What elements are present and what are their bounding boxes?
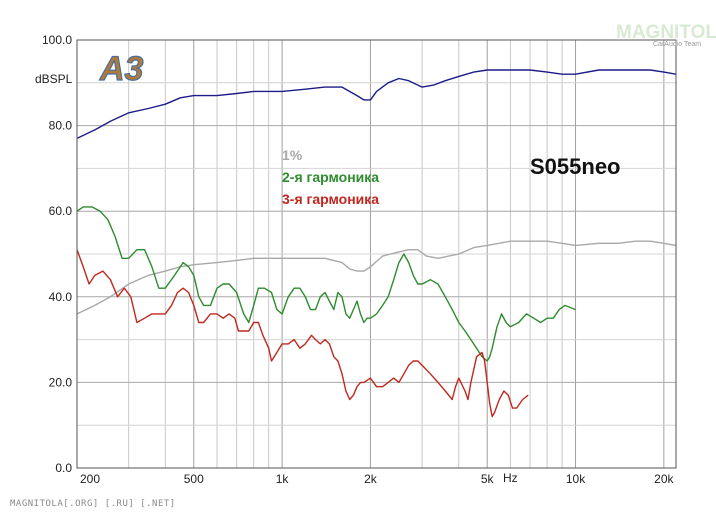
series-layer [76, 69, 677, 418]
series-line-fundamental [76, 69, 677, 140]
y-tick-label: 20.0 [49, 375, 73, 389]
watermark-brand: MAGNITOLA [616, 22, 716, 43]
x-tick-label: 5k [481, 472, 495, 486]
x-tick-label: 1k [276, 472, 290, 486]
legend-entry-2nd-harmonic: 2-я гармоника [282, 169, 379, 185]
series-line-second-harmonic [76, 206, 576, 362]
y-tick-label: 60.0 [49, 204, 73, 218]
badge-a3: A3 [99, 50, 144, 88]
magnitola-watermark: MAGNITOLA CarAudio Team [616, 22, 716, 48]
legend-entry-3rd-harmonic: 3-я гармоника [282, 191, 379, 207]
y-tick-label: 100.0 [42, 33, 72, 47]
y-tick-label: 0.0 [55, 461, 72, 475]
plot-frame [76, 39, 677, 469]
y-axis-label: dBSPL [35, 72, 73, 86]
x-tick-label: 20k [654, 472, 674, 486]
chart-title: S055neo [530, 154, 621, 179]
tick-labels: 0.0 20.0 40.0 60.0 80.0 100.0 200 500 1k 2k 5k 10k 2… [42, 33, 675, 486]
footer-url: MAGNITOLA[.ORG] [.RU] [.NET] [10, 499, 176, 509]
x-axis-label: Hz [503, 471, 518, 485]
series-line-one-percent [76, 240, 677, 315]
series-line-third-harmonic [76, 249, 529, 418]
x-tick-label: 2k [364, 472, 378, 486]
legend-entry-1pct: 1% [282, 147, 303, 163]
y-tick-label: 80.0 [49, 119, 73, 133]
x-tick-label: 500 [184, 472, 204, 486]
y-tick-label: 40.0 [49, 290, 73, 304]
x-tick-label: 10k [566, 472, 586, 486]
watermark-tagline: CarAudio Team [653, 41, 701, 48]
x-tick-label: 200 [80, 472, 100, 486]
